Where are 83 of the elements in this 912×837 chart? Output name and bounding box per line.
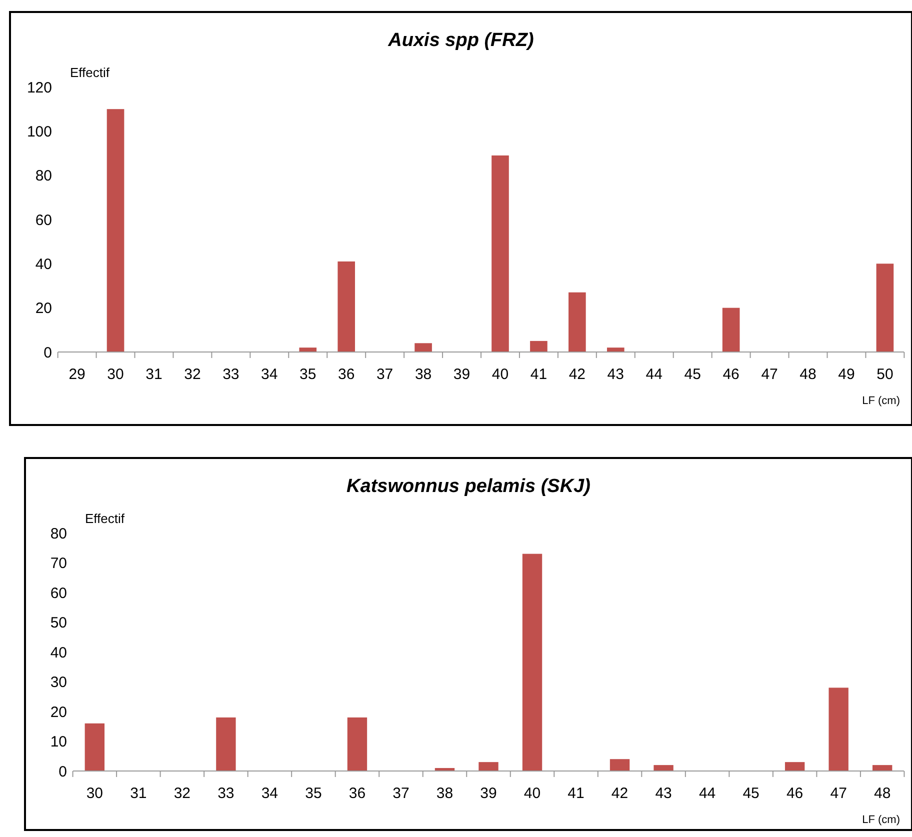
- x-tick-label: 32: [184, 366, 201, 383]
- x-tick-label: 48: [800, 366, 816, 383]
- x-tick-label: 41: [568, 785, 584, 802]
- x-tick-label: 40: [524, 785, 541, 802]
- x-axis-title: LF (cm): [862, 395, 900, 407]
- bar: [876, 264, 894, 352]
- y-axis-title: Effectif: [85, 511, 125, 526]
- bar: [522, 554, 542, 771]
- x-tick-label: 46: [786, 785, 804, 802]
- bar: [414, 343, 432, 352]
- x-tick-label: 31: [130, 785, 147, 802]
- y-tick-label: 20: [35, 300, 52, 318]
- y-tick-label: 100: [26, 123, 52, 140]
- x-tick-label: 34: [261, 785, 278, 802]
- bar: [106, 109, 124, 352]
- x-tick-label: 47: [830, 785, 847, 802]
- y-tick-label: 50: [50, 614, 67, 632]
- y-tick-label: 60: [35, 212, 52, 229]
- x-tick-label: 42: [568, 366, 586, 383]
- x-tick-label: 33: [218, 785, 234, 802]
- x-tick-label: 29: [68, 366, 86, 383]
- x-tick-label: 37: [392, 785, 410, 802]
- bar: [654, 765, 674, 771]
- bar: [347, 717, 368, 771]
- x-axis-title: LF (cm): [862, 814, 900, 826]
- x-tick-label: 30: [86, 785, 104, 802]
- y-tick-label: 60: [50, 584, 67, 602]
- x-tick-label: 37: [376, 366, 394, 383]
- x-tick-label: 50: [876, 366, 894, 383]
- bar: [492, 155, 509, 352]
- x-tick-label: 40: [492, 366, 509, 383]
- bar: [784, 762, 805, 771]
- bar: [722, 308, 740, 352]
- y-tick-label: 120: [26, 79, 52, 96]
- x-tick-label: 35: [300, 366, 316, 383]
- x-tick-label: 45: [742, 785, 760, 802]
- x-tick-label: 47: [761, 366, 778, 383]
- bar: [606, 348, 624, 352]
- x-tick-label: 44: [646, 366, 662, 383]
- bar: [872, 765, 892, 771]
- bar: [828, 688, 848, 771]
- x-tick-label: 45: [684, 366, 701, 383]
- x-tick-label: 34: [261, 366, 278, 383]
- x-tick-label: 35: [305, 785, 322, 802]
- y-tick-label: 40: [50, 644, 67, 662]
- x-tick-label: 38: [414, 366, 432, 383]
- x-tick-label: 38: [436, 785, 454, 802]
- x-tick-label: 31: [146, 366, 162, 383]
- x-tick-label: 43: [607, 366, 624, 383]
- bar: [478, 762, 498, 771]
- x-tick-label: 39: [480, 785, 497, 802]
- x-tick-label: 43: [655, 785, 672, 802]
- bar: [216, 717, 236, 771]
- bar: [84, 723, 105, 771]
- x-tick-label: 44: [698, 785, 716, 802]
- y-tick-label: 70: [50, 555, 67, 572]
- x-tick-label: 46: [722, 366, 740, 383]
- bar: [530, 340, 548, 352]
- x-tick-label: 48: [874, 785, 891, 802]
- x-tick-label: 32: [174, 785, 191, 802]
- bar: [299, 348, 317, 352]
- y-tick-label: 0: [58, 763, 67, 780]
- x-tick-label: 36: [338, 366, 355, 383]
- y-tick-label: 20: [50, 704, 67, 721]
- y-tick-label: 30: [50, 674, 67, 691]
- x-tick-label: 36: [348, 785, 366, 802]
- x-tick-label: 39: [453, 366, 470, 383]
- bar: [568, 292, 586, 352]
- bar: [338, 261, 356, 352]
- y-tick-label: 80: [35, 168, 52, 185]
- x-tick-label: 42: [611, 785, 628, 802]
- x-tick-label: 30: [107, 366, 124, 383]
- y-tick-label: 0: [44, 344, 52, 362]
- x-tick-label: 41: [530, 366, 548, 383]
- chart-title: Katswonnus pelamis (SKJ): [346, 476, 590, 497]
- chart-title: Auxis spp (FRZ): [387, 30, 534, 51]
- y-tick-label: 40: [35, 256, 52, 273]
- y-tick-label: 80: [50, 525, 67, 542]
- x-tick-label: 49: [838, 366, 855, 383]
- x-tick-label: 33: [222, 366, 240, 383]
- y-tick-label: 10: [50, 734, 67, 750]
- y-axis-title: Effectif: [70, 65, 110, 80]
- bar: [610, 759, 630, 771]
